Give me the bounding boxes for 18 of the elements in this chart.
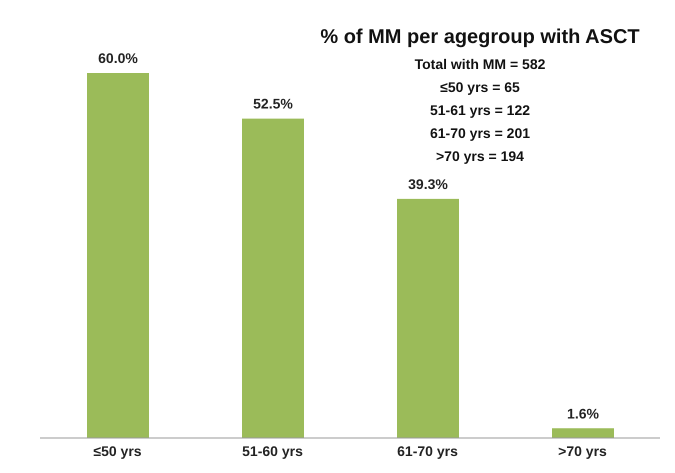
chart-title: % of MM per agegroup with ASCT (319, 26, 641, 49)
annotation: 61-70 yrs = 201 (428, 124, 532, 143)
data-label: 39.3% (408, 176, 448, 192)
x-tick-label: >70 yrs (558, 442, 608, 459)
x-tick-label: ≤50 yrs (93, 442, 142, 459)
annotation: 51-61 yrs = 122 (428, 101, 532, 120)
x-tick-label: 61-70 yrs (397, 442, 458, 459)
bar (552, 428, 614, 438)
text: Total with MM = 582 (414, 55, 546, 74)
bar (397, 198, 459, 438)
x-tick-label: 51-60 yrs (242, 442, 304, 459)
annotation: ≤50 yrs = 65 (439, 78, 521, 97)
annotation: >70 yrs = 194 (435, 147, 525, 166)
data-label: 52.5% (253, 96, 294, 112)
data-label: 60.0% (98, 50, 138, 66)
bar (242, 118, 304, 438)
bar (87, 73, 149, 438)
data-label: 1.6% (567, 405, 600, 422)
